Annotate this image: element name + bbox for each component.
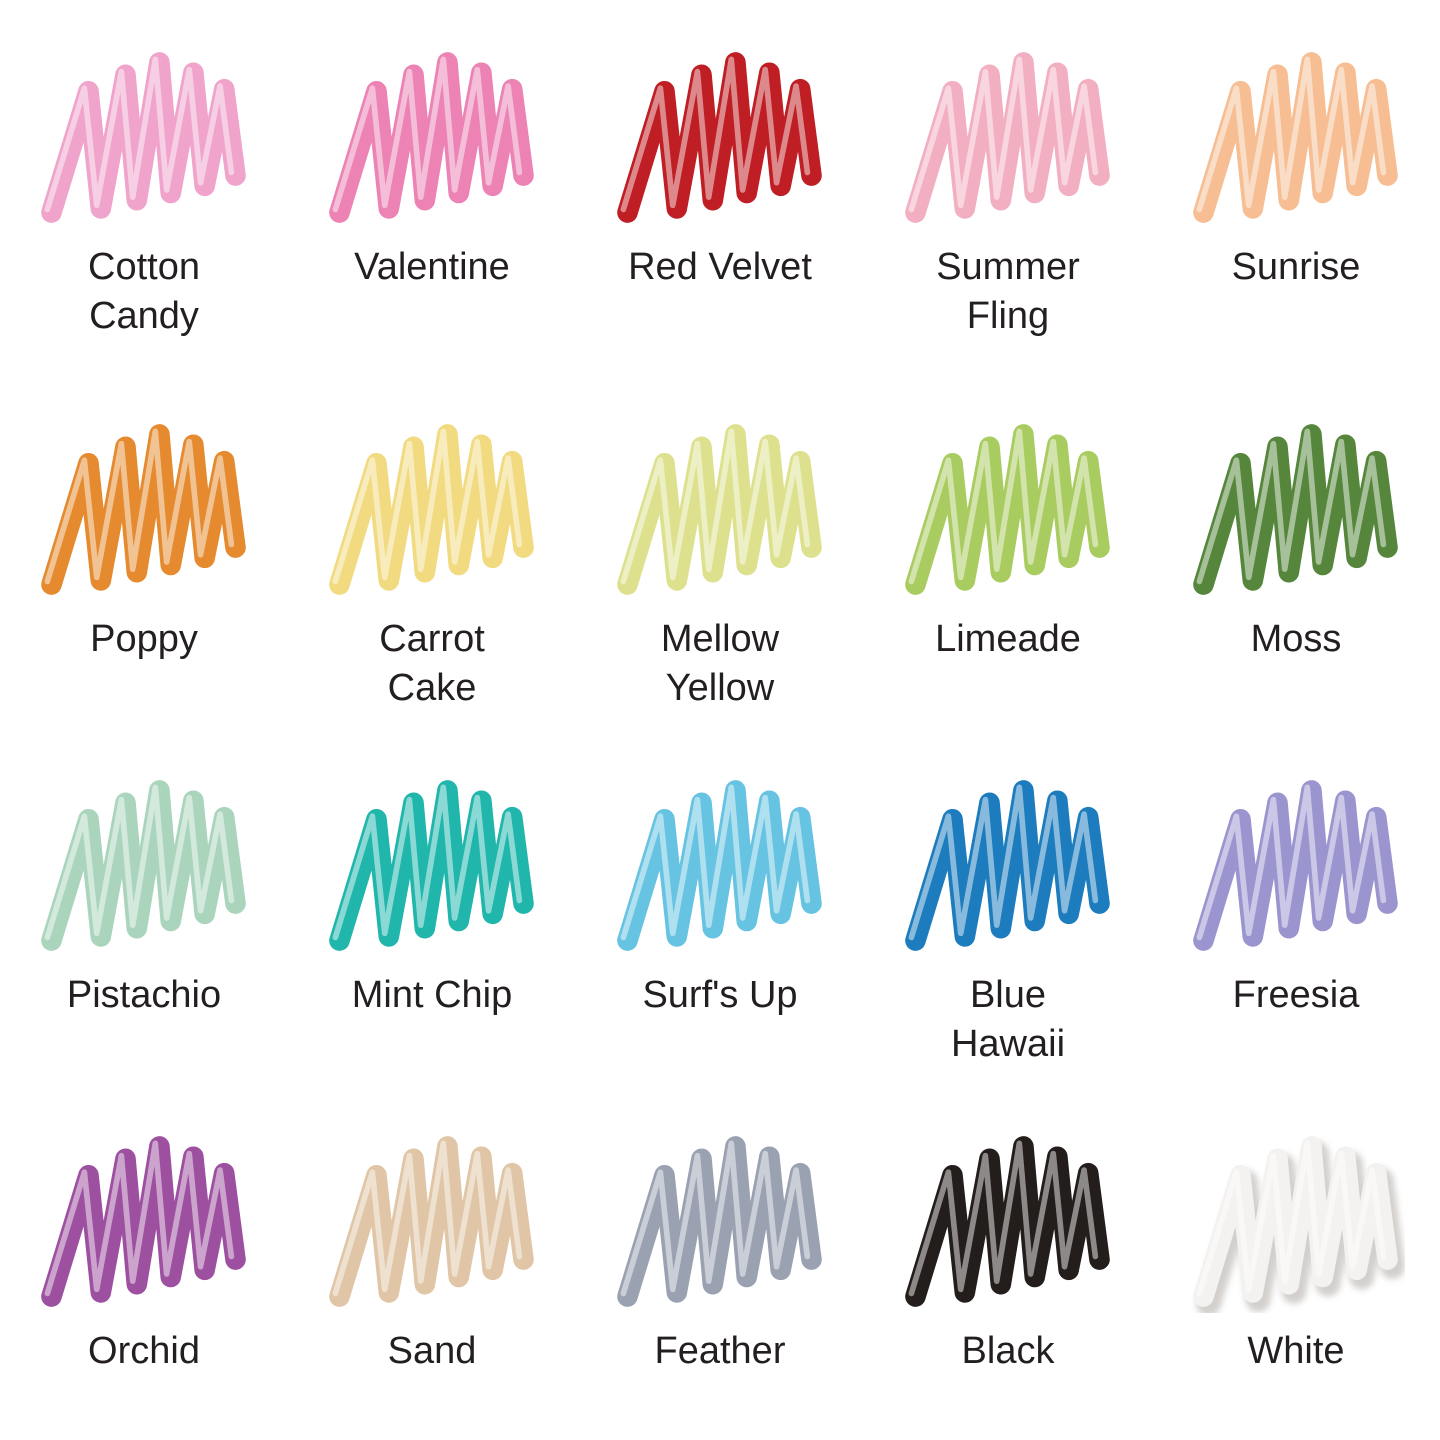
- swatch-cell-sunrise: Sunrise: [1152, 28, 1440, 400]
- scribble-swatch-icon: [41, 424, 246, 595]
- swatch-label: Mint Chip: [351, 974, 513, 1016]
- scribble-swatch-icon: [905, 780, 1110, 951]
- swatch-label: Moss: [1250, 618, 1342, 660]
- scribble-swatch-icon: [41, 1136, 246, 1307]
- scribble-swatch-icon: [905, 1136, 1110, 1307]
- scribble-swatch-icon: [329, 52, 534, 223]
- swatch-cell-surf-s-up: Surf's Up: [576, 756, 864, 1112]
- scribble-swatch-icon: [1193, 780, 1398, 951]
- swatch-cell-white: White: [1152, 1112, 1440, 1440]
- swatch-cell-summer-fling: Summer Fling: [864, 28, 1152, 400]
- swatch-label: Freesia: [1232, 974, 1360, 1016]
- swatch-label: Black: [961, 1330, 1055, 1372]
- swatch-cell-poppy: Poppy: [0, 400, 288, 756]
- swatch-cell-orchid: Orchid: [0, 1112, 288, 1440]
- swatch-cell-blue-hawaii: Blue Hawaii: [864, 756, 1152, 1112]
- scribble-swatch-icon: [617, 52, 822, 223]
- swatch-cell-valentine: Valentine: [288, 28, 576, 400]
- swatch-label: Summer Fling: [936, 246, 1080, 337]
- swatch-cell-mellow-yellow: Mellow Yellow: [576, 400, 864, 756]
- scribble-swatch-icon: [617, 780, 822, 951]
- swatch-cell-limeade: Limeade: [864, 400, 1152, 756]
- swatch-cell-carrot-cake: Carrot Cake: [288, 400, 576, 756]
- swatch-cell-red-velvet: Red Velvet: [576, 28, 864, 400]
- scribble-swatch-icon: [617, 424, 822, 595]
- swatch-label: Orchid: [88, 1330, 200, 1372]
- swatch-cell-freesia: Freesia: [1152, 756, 1440, 1112]
- swatch-cell-feather: Feather: [576, 1112, 864, 1440]
- scribble-swatch-icon: [41, 52, 246, 223]
- scribble-swatch-icon: [329, 1136, 534, 1307]
- swatch-label: Cotton Candy: [88, 246, 200, 337]
- scribble-swatch-icon: [329, 424, 534, 595]
- swatch-label: Limeade: [935, 618, 1081, 660]
- swatch-label: Carrot Cake: [379, 618, 485, 709]
- swatch-label: Feather: [654, 1330, 786, 1372]
- scribble-swatch-icon: [1193, 424, 1398, 595]
- swatch-label: White: [1247, 1330, 1345, 1372]
- swatch-cell-sand: Sand: [288, 1112, 576, 1440]
- scribble-swatch-icon: [329, 780, 534, 951]
- swatch-cell-pistachio: Pistachio: [0, 756, 288, 1112]
- swatch-label: Poppy: [90, 618, 198, 660]
- scribble-swatch-icon: [617, 1136, 822, 1307]
- scribble-swatch-icon: [905, 52, 1110, 223]
- scribble-swatch-icon: [905, 424, 1110, 595]
- swatch-label: Blue Hawaii: [950, 974, 1066, 1065]
- swatch-cell-moss: Moss: [1152, 400, 1440, 756]
- swatch-cell-cotton-candy: Cotton Candy: [0, 28, 288, 400]
- swatch-label: Sand: [387, 1330, 477, 1372]
- swatch-cell-mint-chip: Mint Chip: [288, 756, 576, 1112]
- scribble-swatch-icon: [1193, 52, 1398, 223]
- swatch-cell-black: Black: [864, 1112, 1152, 1440]
- scribble-swatch-icon: [1193, 1136, 1405, 1313]
- scribble-swatch-icon: [41, 780, 246, 951]
- swatch-label: Sunrise: [1231, 246, 1361, 288]
- swatch-label: Surf's Up: [642, 974, 798, 1016]
- swatch-label: Red Velvet: [628, 246, 812, 288]
- swatch-label: Mellow Yellow: [660, 618, 780, 709]
- swatch-label: Valentine: [354, 246, 510, 288]
- swatch-label: Pistachio: [66, 974, 222, 1016]
